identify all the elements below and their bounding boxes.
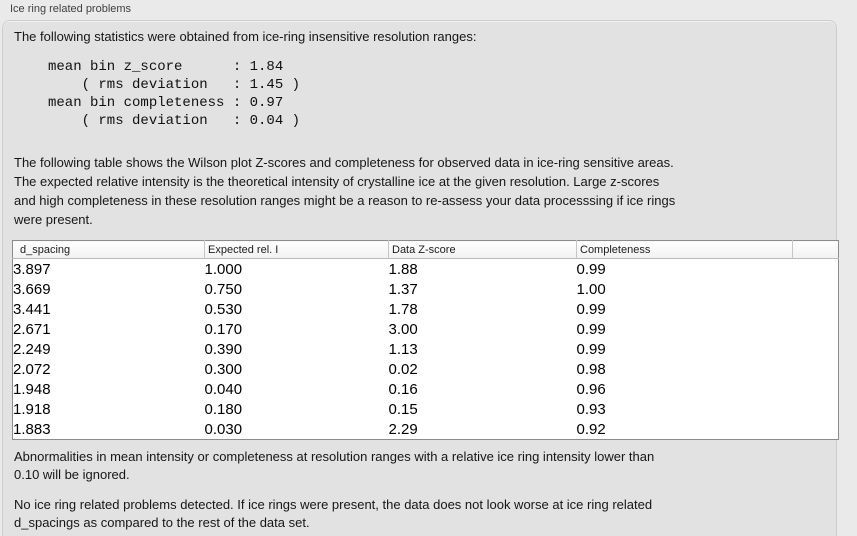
cell-d-spacing: 1.918	[13, 400, 51, 418]
cell-completeness: 0.93	[576, 400, 606, 418]
table-description-line: The following table shows the Wilson plo…	[14, 155, 674, 170]
column-header-expected-rel-i[interactable]: Expected rel. I	[204, 240, 389, 259]
cell-d-spacing: 2.072	[13, 360, 51, 378]
ice-ring-table[interactable]: d_spacing Expected rel. I Data Z-score C…	[12, 240, 839, 440]
ignore-note-line: Abnormalities in mean intensity or compl…	[14, 449, 655, 464]
cell-d-spacing: 2.671	[13, 320, 51, 338]
table-description-line: The expected relative intensity is the t…	[14, 174, 660, 189]
column-header-empty	[792, 240, 839, 259]
table-header-row: d_spacing Expected rel. I Data Z-score C…	[12, 240, 839, 259]
ice-ring-groupbox: The following statistics were obtained f…	[2, 20, 839, 536]
cell-data-z-score: 1.78	[388, 300, 418, 318]
cell-empty	[793, 299, 839, 319]
cell-completeness: 0.92	[576, 420, 606, 438]
table-description-line: were present.	[14, 212, 93, 227]
cell-expected-rel-i: 0.170	[204, 320, 243, 338]
table-row[interactable]: 3.669 0.750 1.37 1.00	[13, 279, 839, 299]
ignore-note-line: 0.10 will be ignored.	[14, 467, 130, 482]
column-header-d-spacing[interactable]: d_spacing	[12, 240, 205, 259]
cell-empty	[793, 379, 839, 399]
cell-d-spacing: 2.249	[13, 340, 51, 358]
table-row[interactable]: 2.249 0.390 1.13 0.99	[13, 339, 839, 359]
cell-empty	[793, 419, 839, 440]
table-row[interactable]: 3.441 0.530 1.78 0.99	[13, 299, 839, 319]
cell-completeness: 0.96	[576, 380, 606, 398]
cell-expected-rel-i: 1.000	[204, 260, 243, 278]
cell-expected-rel-i: 0.530	[204, 300, 243, 318]
cell-data-z-score: 0.02	[388, 360, 418, 378]
cell-d-spacing: 1.948	[13, 380, 51, 398]
cell-expected-rel-i: 0.180	[204, 400, 243, 418]
cell-completeness: 0.99	[576, 260, 606, 278]
cell-empty	[793, 279, 839, 299]
cell-d-spacing: 1.883	[13, 420, 51, 438]
cell-completeness: 1.00	[576, 280, 606, 298]
cell-empty	[793, 359, 839, 379]
cell-data-z-score: 1.13	[388, 340, 418, 358]
table-row[interactable]: 3.897 1.000 1.88 0.99	[13, 259, 839, 280]
cell-expected-rel-i: 0.390	[204, 340, 243, 358]
conclusion-line: No ice ring related problems detected. I…	[14, 497, 653, 512]
cell-expected-rel-i: 0.040	[204, 380, 243, 398]
cell-expected-rel-i: 0.300	[204, 360, 243, 378]
cell-d-spacing: 3.669	[13, 280, 51, 298]
panel-title: Ice ring related problems	[10, 3, 132, 15]
table-row[interactable]: 2.072 0.300 0.02 0.98	[13, 359, 839, 379]
cell-empty	[793, 319, 839, 339]
table-description-line: and high completeness in these resolutio…	[14, 193, 676, 208]
cell-empty	[793, 339, 839, 359]
cell-empty	[793, 259, 839, 280]
table-body: 3.897 1.000 1.88 0.99 3.669 0.750 1.37 1…	[13, 259, 839, 440]
column-header-completeness[interactable]: Completeness	[576, 240, 793, 259]
conclusion-text: No ice ring related problems detected. I…	[14, 496, 652, 532]
table-row[interactable]: 1.948 0.040 0.16 0.96	[13, 379, 839, 399]
cell-completeness: 0.99	[576, 300, 606, 318]
cell-expected-rel-i: 0.750	[204, 280, 243, 298]
table-row[interactable]: 1.883 0.030 2.29 0.92	[13, 419, 839, 440]
cell-d-spacing: 3.897	[13, 260, 51, 278]
cell-data-z-score: 0.15	[388, 400, 418, 418]
cell-expected-rel-i: 0.030	[204, 420, 243, 438]
column-header-data-z-score[interactable]: Data Z-score	[388, 240, 577, 259]
cell-data-z-score: 3.00	[388, 320, 418, 338]
cell-data-z-score: 2.29	[388, 420, 418, 438]
stats-intro-text: The following statistics were obtained f…	[14, 29, 477, 44]
stats-values-block: mean bin z_score : 1.84 ( rms deviation …	[48, 59, 301, 129]
table-row[interactable]: 1.918 0.180 0.15 0.93	[13, 399, 839, 419]
cell-d-spacing: 3.441	[13, 300, 51, 318]
cell-completeness: 0.98	[576, 360, 606, 378]
cell-empty	[793, 399, 839, 419]
cell-completeness: 0.99	[576, 320, 606, 338]
cell-data-z-score: 0.16	[388, 380, 418, 398]
cell-completeness: 0.99	[576, 340, 606, 358]
table-row[interactable]: 2.671 0.170 3.00 0.99	[13, 319, 839, 339]
conclusion-line: d_spacings as compared to the rest of th…	[14, 515, 310, 530]
cell-data-z-score: 1.88	[388, 260, 418, 278]
ignore-note: Abnormalities in mean intensity or compl…	[14, 448, 654, 484]
cell-data-z-score: 1.37	[388, 280, 418, 298]
table-description: The following table shows the Wilson plo…	[14, 153, 675, 229]
